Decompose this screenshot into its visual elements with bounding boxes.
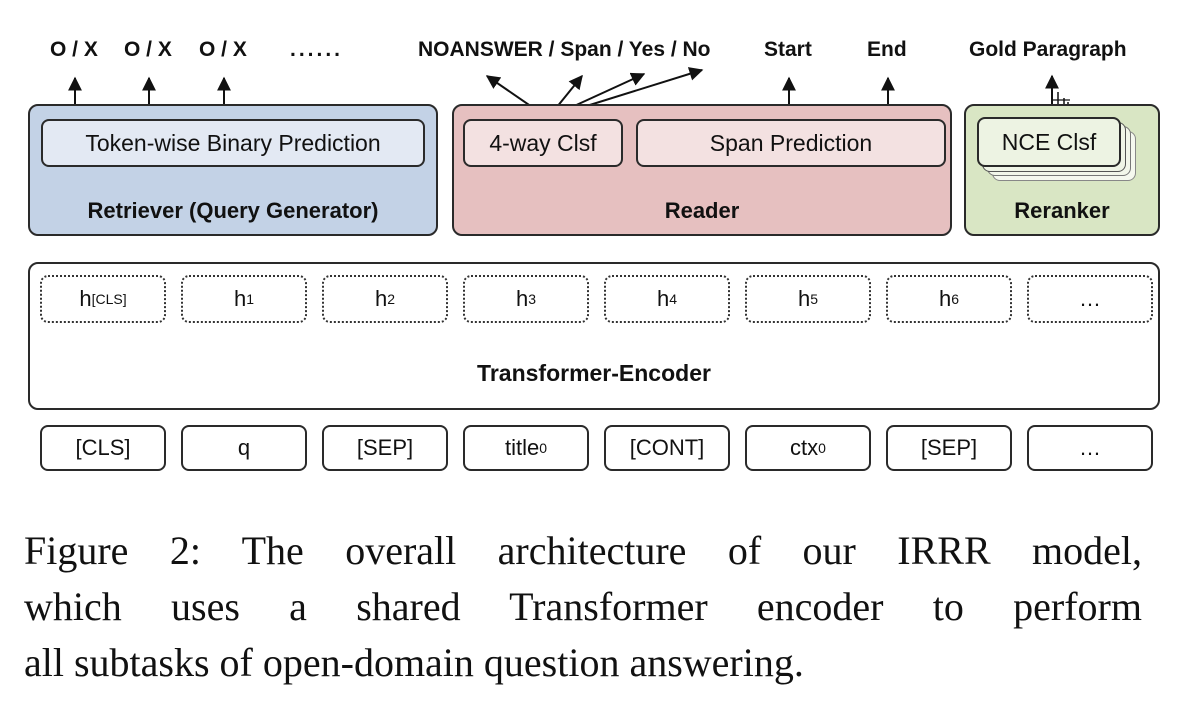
token-wise-binary-prediction-box: Token-wise Binary Prediction (41, 119, 425, 167)
reader-title: Reader (664, 198, 740, 223)
token-sep-1: [SEP] (322, 425, 448, 471)
transformer-encoder-title: Transformer-Encoder (477, 360, 711, 386)
retriever-output-3: O / X (199, 38, 247, 61)
retriever-output-ellipsis: ...... (290, 38, 344, 61)
retriever-output-1: O / X (50, 38, 98, 61)
reader-output-end: End (867, 38, 907, 61)
retriever-title: Retriever (Query Generator) (87, 198, 379, 223)
token-sep-2: [SEP] (886, 425, 1012, 471)
reranker-panel: NCE Clsf Reranker (964, 104, 1160, 236)
reader-output-start: Start (764, 38, 812, 61)
reader-panel: 4-way Clsf Span Prediction Reader (452, 104, 952, 236)
reranker-output: Gold Paragraph (969, 38, 1127, 61)
token-ellipsis: … (1027, 425, 1153, 471)
four-way-clsf-box: 4-way Clsf (463, 119, 623, 167)
hidden-state-ellipsis: … (1027, 275, 1153, 323)
nce-clsf-box: NCE Clsf (977, 117, 1121, 167)
token-q: q (181, 425, 307, 471)
caption-line-3: all subtasks of open-domain question ans… (24, 640, 804, 685)
token-title: title 0 (463, 425, 589, 471)
reranker-title: Reranker (1014, 198, 1110, 223)
caption-line-1: Figure 2: The overall architecture of ou… (24, 528, 1142, 573)
span-prediction-box: Span Prediction (636, 119, 946, 167)
token-cont: [CONT] (604, 425, 730, 471)
retriever-output-2: O / X (124, 38, 172, 61)
hidden-state-cls: h [CLS] (40, 275, 166, 323)
figure-caption: Figure 2: The overall architecture of ou… (24, 523, 1142, 691)
retriever-panel: Token-wise Binary Prediction Retriever (… (28, 104, 438, 236)
token-ctx: ctx 0 (745, 425, 871, 471)
caption-line-2: which uses a shared Transformer encoder … (24, 584, 1142, 629)
token-cls: [CLS] (40, 425, 166, 471)
reader-output-classes: NOANSWER / Span / Yes / No (418, 38, 711, 61)
